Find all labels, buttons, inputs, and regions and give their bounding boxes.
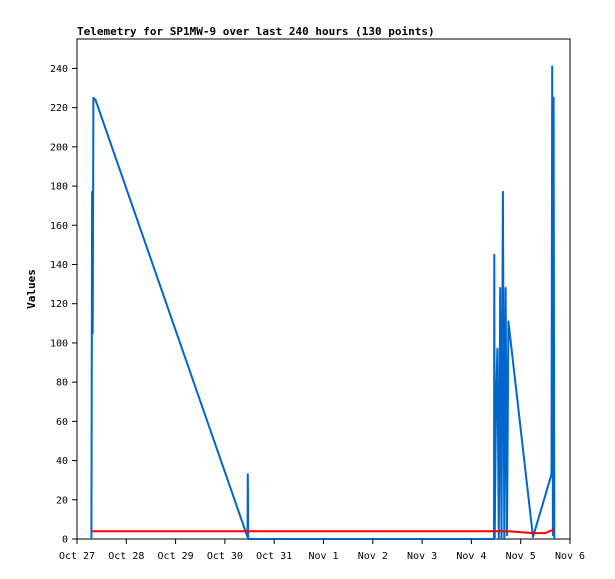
x-tick-label: Oct 29 xyxy=(158,551,194,562)
chart-title: Telemetry for SP1MW-9 over last 240 hour… xyxy=(77,25,435,38)
x-tick-label: Oct 31 xyxy=(256,551,292,562)
y-tick-label: 200 xyxy=(50,142,68,153)
axes-layer: 0 20 40 60 80 100 120 140 160 180 200 220 240 Oct 27 O… xyxy=(50,64,585,562)
x-tick-label: Nov 6 xyxy=(555,551,585,562)
y-tick-label: 0 xyxy=(62,535,68,546)
x-tick-label: Nov 4 xyxy=(456,551,486,562)
series-line-0 xyxy=(90,65,556,540)
y-tick-label: 220 xyxy=(50,103,68,114)
series-layer xyxy=(90,65,556,540)
y-tick-label: 60 xyxy=(56,417,68,428)
y-tick-label: 120 xyxy=(50,299,68,310)
y-tick-label: 240 xyxy=(50,64,68,75)
x-tick-label: Oct 30 xyxy=(207,551,243,562)
x-tick-label: Oct 28 xyxy=(108,551,144,562)
y-tick-label: 180 xyxy=(50,182,68,193)
x-tick-label: Nov 1 xyxy=(308,551,338,562)
y-tick-label: 160 xyxy=(50,221,68,232)
y-tick-label: 140 xyxy=(50,260,68,271)
x-tick-label: Nov 2 xyxy=(358,551,388,562)
y-tick-label: 40 xyxy=(56,456,68,467)
x-tick-label: Nov 3 xyxy=(407,551,437,562)
series-line-1 xyxy=(91,528,555,535)
y-tick-label: 80 xyxy=(56,378,68,389)
y-axis-label: Values xyxy=(25,269,38,309)
y-tick-label: 100 xyxy=(50,338,68,349)
x-tick-label: Oct 27 xyxy=(59,551,95,562)
x-tick-label: Nov 5 xyxy=(506,551,536,562)
y-tick-label: 20 xyxy=(56,495,68,506)
